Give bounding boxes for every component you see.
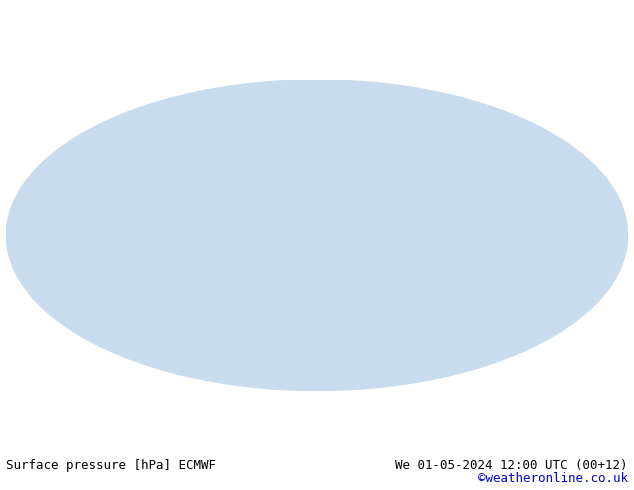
Text: We 01-05-2024 12:00 UTC (00+12): We 01-05-2024 12:00 UTC (00+12) (395, 459, 628, 472)
Polygon shape (6, 80, 628, 391)
Text: Surface pressure [hPa] ECMWF: Surface pressure [hPa] ECMWF (6, 459, 216, 472)
Text: ©weatheronline.co.uk: ©weatheronline.co.uk (477, 472, 628, 485)
